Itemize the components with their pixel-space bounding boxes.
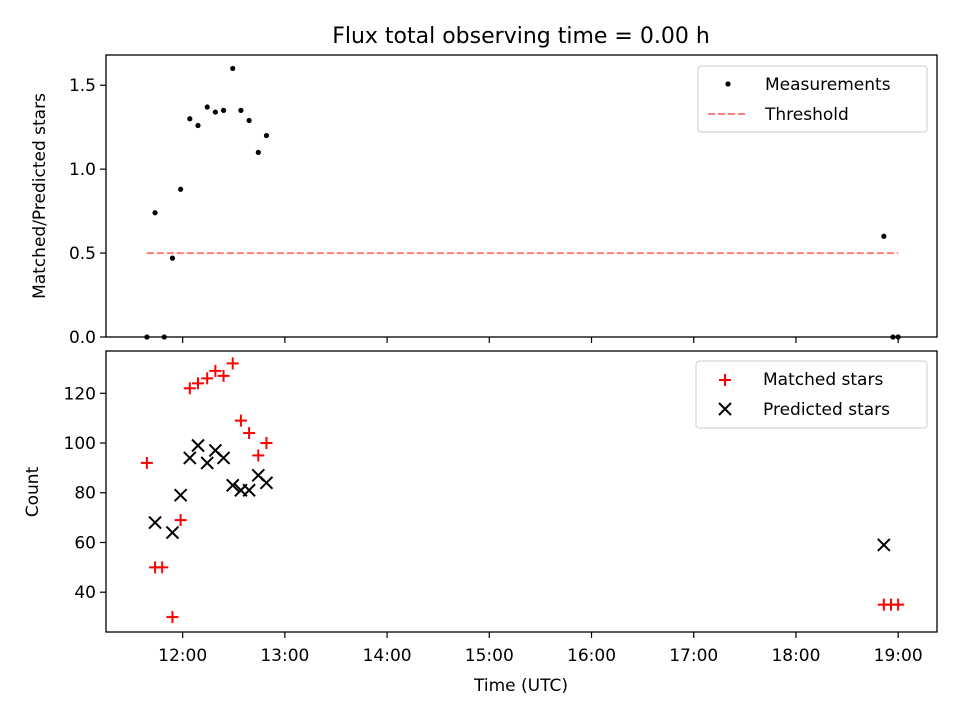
matched-star-point (183, 382, 196, 395)
predicted-star-point (200, 456, 214, 470)
top-axes-frame (105, 54, 938, 338)
matched-star-point (166, 611, 179, 624)
matched-star-point (217, 369, 230, 382)
x-tick-label: 15:00 (465, 646, 514, 666)
bottom-legend-box (695, 360, 928, 429)
y-tick-label: 0.5 (69, 244, 96, 264)
measurement-point (263, 132, 270, 139)
y-tick-label: 40 (74, 583, 96, 603)
measurement-point (152, 210, 158, 216)
predicted-star-point (216, 451, 231, 465)
measurement-point (187, 116, 193, 122)
measurement-point (246, 117, 252, 124)
x-tick-label: 17:00 (669, 646, 718, 666)
chart-title: Flux total observing time = 0.00 h (332, 24, 710, 49)
bottom-axes-frame (105, 350, 938, 633)
legend-measurements-marker (725, 81, 731, 87)
x-tick-label: 19:00 (874, 646, 923, 666)
x-tick-label: 14:00 (363, 646, 412, 666)
x-tick-label: 18:00 (771, 646, 820, 666)
legend-matched-marker (719, 374, 731, 386)
bottom-y-ticks: 40 60 80 100 120 (64, 384, 106, 603)
matched-star-point (156, 561, 169, 574)
predicted-star-point (226, 478, 240, 492)
legend-matched-label: Matched stars (763, 370, 883, 390)
matched-star-point (191, 377, 204, 390)
measurement-point (255, 149, 261, 155)
bottom-x-ticks: 12:00 13:00 14:00 15:00 16:00 17:00 18:00 19:00 (158, 632, 923, 666)
x-tick-label: 12:00 (158, 646, 207, 666)
predicted-star-point (173, 488, 188, 502)
legend-predicted-label: Predicted stars (763, 400, 890, 420)
axes-bottom: 40 60 80 100 120 12:00 13:00 14:00 15:00 16:00 17… (23, 350, 938, 666)
measurement-point (178, 186, 184, 192)
bottom-legend: Matched stars Predicted stars (695, 360, 928, 429)
measurement-point (238, 107, 244, 113)
y-tick-label: 1.5 (69, 76, 96, 96)
top-legend-box (697, 65, 928, 133)
top-y-ticks: 0.0 0.5 1.0 1.5 (69, 76, 106, 348)
measurement-point (220, 107, 227, 113)
matched-star-point (209, 364, 222, 377)
predicted-star-point (148, 515, 162, 530)
top-legend: Measurements Threshold (697, 65, 928, 133)
measurement-point (230, 65, 236, 72)
matched-star-point (201, 372, 214, 385)
x-axis-label: Time (UTC) (473, 676, 568, 696)
top-y-axis-label: Matched/Predicted stars (30, 93, 50, 299)
y-tick-label: 60 (74, 533, 96, 553)
legend-measurements-label: Measurements (765, 75, 891, 95)
matched-star-point (243, 427, 256, 440)
bottom-plot-area (140, 357, 905, 624)
legend-predicted-marker (718, 402, 732, 416)
matched-star-point (140, 456, 153, 469)
axes-top: 0.0 0.5 1.0 1.5 Matched/Predicted stars Mea… (30, 54, 938, 348)
predicted-star-point (877, 538, 891, 552)
y-tick-label: 0.0 (69, 328, 96, 348)
measurement-point (169, 255, 176, 261)
matched-star-point (252, 449, 265, 462)
predicted-star-point (165, 525, 180, 540)
y-tick-label: 100 (64, 434, 96, 454)
measurement-point (212, 109, 218, 115)
y-tick-label: 80 (74, 484, 96, 504)
x-tick-label: 16:00 (567, 646, 616, 666)
matched-star-point (892, 598, 905, 611)
top-x-ticks (182, 337, 899, 343)
legend-threshold-label: Threshold (764, 105, 849, 125)
matched-star-point (226, 357, 239, 370)
predicted-star-point (259, 476, 274, 490)
matched-star-point (234, 414, 247, 427)
x-tick-label: 13:00 (260, 646, 309, 666)
measurement-point (195, 122, 201, 129)
top-plot-area (144, 65, 901, 340)
matched-star-point (260, 437, 273, 450)
predicted-star-point (191, 438, 205, 453)
measurement-point (204, 104, 210, 110)
matched-star-point (174, 514, 187, 527)
y-tick-label: 120 (64, 384, 96, 404)
predicted-star-point (183, 451, 197, 465)
bottom-y-axis-label: Count (23, 466, 43, 517)
y-tick-label: 1.0 (69, 160, 96, 180)
measurement-point (881, 233, 887, 239)
predicted-star-point (242, 483, 256, 497)
